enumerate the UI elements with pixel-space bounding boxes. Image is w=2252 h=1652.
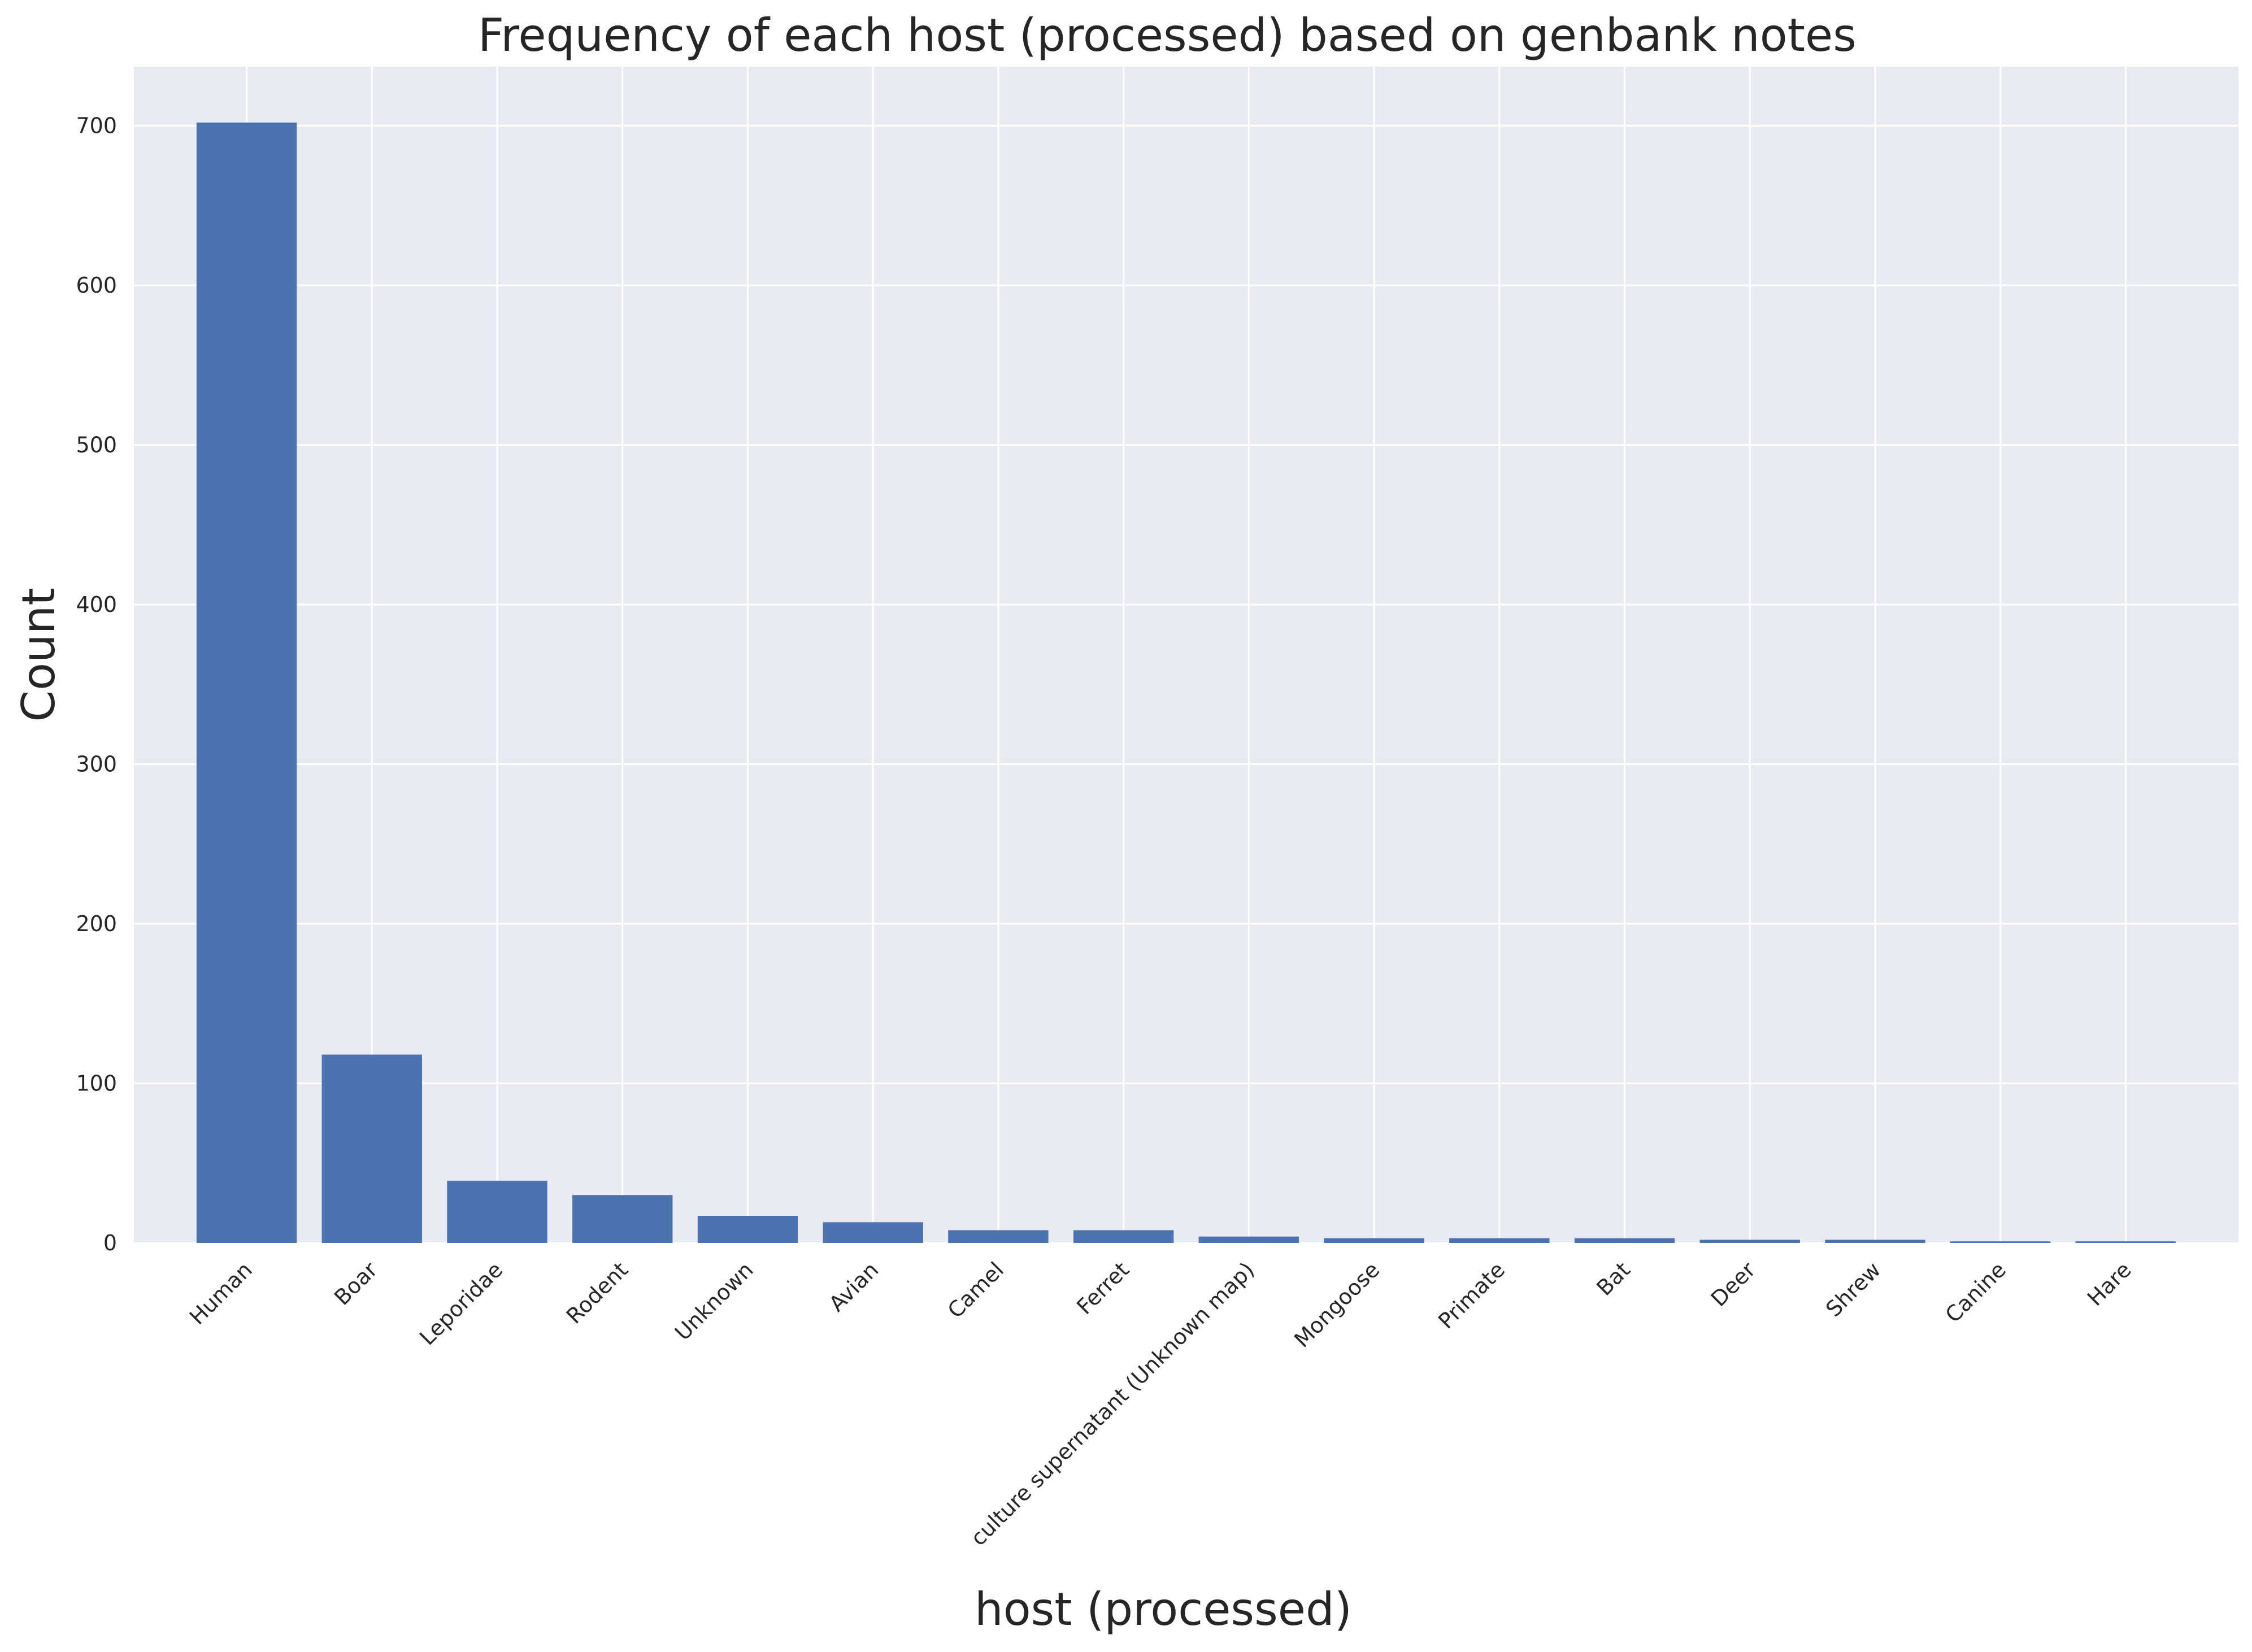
y-tick-label: 300 xyxy=(76,752,117,777)
x-tick-label: Deer xyxy=(1706,1257,1760,1311)
y-tick-label: 0 xyxy=(103,1231,117,1255)
y-tick-label: 200 xyxy=(76,911,117,936)
y-tick-label: 600 xyxy=(76,273,117,298)
x-tick-label: Human xyxy=(185,1257,257,1329)
x-tick-label: Ferret xyxy=(1072,1257,1134,1319)
bar-hare xyxy=(2075,1241,2176,1243)
x-tick-label: Camel xyxy=(943,1257,1009,1323)
x-tick-label: Leporidae xyxy=(415,1257,507,1350)
bar-leporidae xyxy=(447,1180,547,1243)
bar-human xyxy=(196,122,297,1244)
x-tick-label: Shrew xyxy=(1821,1257,1885,1321)
x-tick-label: Boar xyxy=(329,1257,382,1310)
bar-shrew xyxy=(1825,1240,1925,1243)
x-tick-label: Canine xyxy=(1941,1257,2011,1327)
x-tick-labels: Human Boar Leporidae Rodent Unknown Avian Came… xyxy=(185,1257,2136,1550)
bar-culture-supernatant-unknown-map xyxy=(1198,1236,1299,1243)
x-tick-label: Unknown xyxy=(670,1257,758,1345)
bar-primate xyxy=(1449,1238,1550,1243)
bar-canine xyxy=(1950,1241,2051,1243)
bar-rodent xyxy=(572,1195,673,1243)
x-tick-label: Hare xyxy=(2083,1257,2136,1311)
bar-camel xyxy=(948,1230,1049,1243)
y-axis-label: Count xyxy=(12,588,65,722)
bar-unknown xyxy=(697,1215,798,1243)
x-axis-label: host (processed) xyxy=(975,1583,1352,1636)
y-tick-labels: 0 100 200 300 400 500 600 700 xyxy=(76,114,117,1255)
bar-deer xyxy=(1699,1240,1800,1243)
y-tick-label: 700 xyxy=(76,114,117,138)
bar-avian xyxy=(823,1222,923,1243)
bar-boar xyxy=(321,1054,422,1243)
bar-mongoose xyxy=(1324,1238,1424,1243)
bar-bat xyxy=(1574,1238,1675,1243)
bars xyxy=(196,122,2176,1244)
x-tick-label: Mongoose xyxy=(1289,1257,1384,1352)
x-tick-label: culture supernatant (Unknown map) xyxy=(966,1257,1259,1550)
chart-title: Frequency of each host (processed) based… xyxy=(478,9,1857,62)
x-tick-label: Avian xyxy=(824,1257,884,1316)
x-tick-label: Rodent xyxy=(562,1257,633,1328)
y-tick-label: 100 xyxy=(76,1071,117,1096)
y-tick-label: 400 xyxy=(76,592,117,617)
x-tick-label: Bat xyxy=(1592,1257,1635,1301)
x-tick-label: Primate xyxy=(1433,1257,1510,1333)
plot-background xyxy=(134,67,2238,1243)
bar-ferret xyxy=(1073,1230,1174,1243)
grid-lines xyxy=(134,67,2238,1244)
y-tick-label: 500 xyxy=(76,433,117,458)
